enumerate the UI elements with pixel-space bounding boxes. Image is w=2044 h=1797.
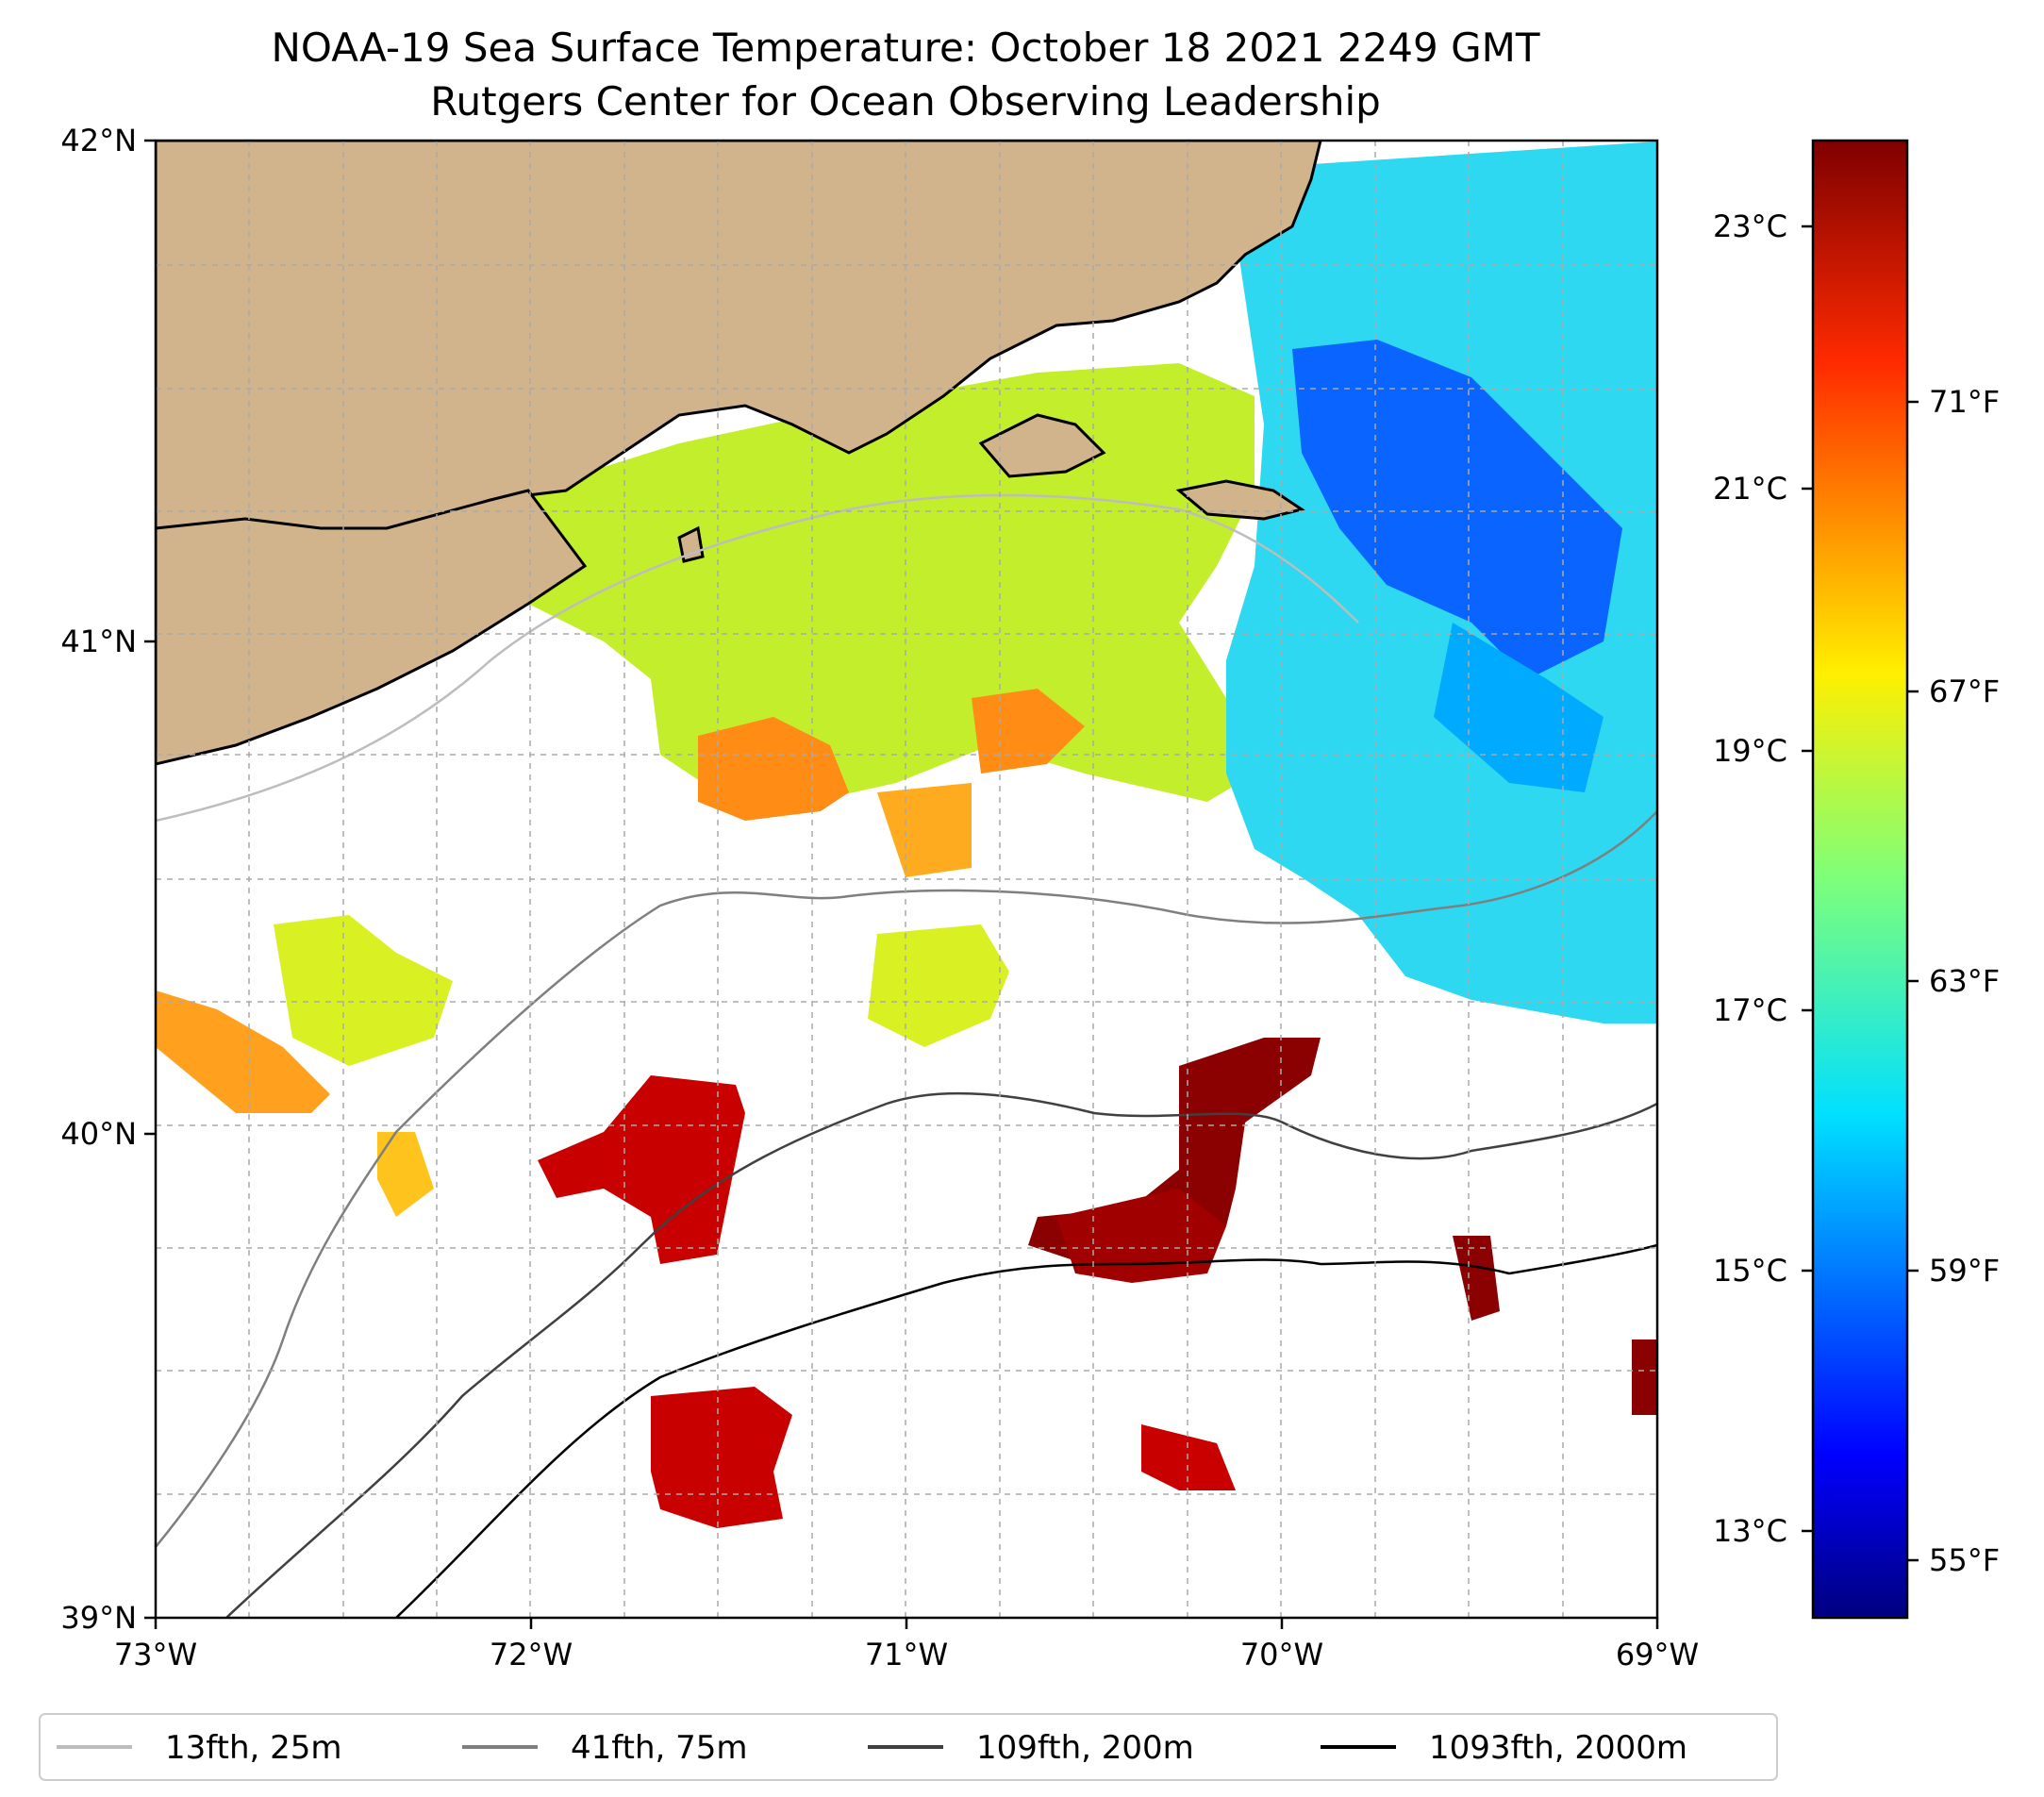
lon-label-73w: 73°W: [114, 1637, 197, 1672]
sst-region-shelf-green: [528, 363, 1255, 802]
lat-label-41n: 41°N: [60, 624, 137, 659]
legend: 13fth, 25m 41fth, 75m 109fth, 200m 1093f…: [39, 1713, 1778, 1781]
graticule: [156, 141, 1657, 1618]
land-layer: [156, 141, 1322, 766]
sst-region-east-mid-blue: [1434, 623, 1604, 792]
sst-region-orange-patch-c: [877, 783, 972, 877]
sst-region-warm-core-e: [1141, 1424, 1236, 1490]
cbar-label-59f: 59°F: [1929, 1253, 2000, 1289]
contour-25m: [156, 493, 1359, 823]
legend-label-25m: 13fth, 25m: [165, 1729, 342, 1767]
lon-label-70w: 70°W: [1240, 1637, 1323, 1672]
sst-region-yellow-patch-a: [274, 915, 453, 1066]
cbar-label-13c: 13°C: [1713, 1513, 1787, 1549]
sst-region-warm-core-b: [1056, 1189, 1226, 1283]
legend-label-75m: 41fth, 75m: [571, 1729, 748, 1767]
land-nantucket: [1175, 479, 1305, 521]
sst-region-yellow-patch-b: [868, 924, 1009, 1047]
sst-region-yellow-patch-c: [377, 1132, 434, 1217]
lon-label-69w: 69°W: [1616, 1637, 1699, 1672]
sst-region-orange-patch-a: [698, 717, 849, 821]
axis-ticks: [144, 139, 1659, 1629]
cbar-label-17c: 17°C: [1713, 992, 1787, 1028]
cbar-label-19c: 19°C: [1713, 733, 1787, 769]
chart-title-line2: Rutgers Center for Ocean Observing Leade…: [430, 78, 1381, 125]
colorbar: [1811, 139, 1909, 1620]
map-panel: [156, 141, 1657, 1618]
lat-label-39n: 39°N: [60, 1600, 137, 1636]
lon-label-72w: 72°W: [490, 1637, 573, 1672]
sst-region-warm-core-g: [1632, 1339, 1657, 1415]
sst-region-warm-core-a: [1028, 1038, 1321, 1264]
sst-region-warm-core-c: [538, 1075, 745, 1264]
chart-title-line1: NOAA-19 Sea Surface Temperature: October…: [271, 25, 1539, 71]
cbar-label-15c: 15°C: [1713, 1253, 1787, 1289]
contour-75m: [156, 810, 1657, 1548]
cbar-label-63f: 63°F: [1929, 963, 2000, 999]
cbar-label-67f: 67°F: [1929, 674, 2000, 709]
legend-label-200m: 109fth, 200m: [976, 1729, 1194, 1767]
cbar-label-55f: 55°F: [1929, 1542, 2000, 1578]
colorbar-celsius-ticks: [1802, 225, 1813, 1533]
contour-2000m: [395, 1243, 1657, 1618]
colorbar-fahrenheit-ticks: [1907, 400, 1919, 1562]
lon-label-71w: 71°W: [865, 1637, 948, 1672]
land-marthas-vineyard: [978, 413, 1106, 478]
cbar-label-23c: 23°C: [1713, 208, 1787, 244]
lat-label-40n: 40°N: [60, 1116, 137, 1152]
cbar-label-21c: 21°C: [1713, 471, 1787, 507]
legend-label-2000m: 1093fth, 2000m: [1429, 1729, 1687, 1767]
lat-label-42n: 42°N: [60, 123, 137, 158]
land-block-island: [677, 525, 705, 563]
sst-region-west-orange-south: [156, 990, 330, 1113]
cbar-label-71f: 71°F: [1929, 384, 2000, 420]
sst-region-warm-core-f: [1453, 1236, 1500, 1321]
sst-region-warm-core-d: [651, 1387, 792, 1528]
sst-data-layer: [156, 141, 1657, 1528]
bathymetry-layer: [156, 493, 1657, 1618]
contour-200m: [225, 1091, 1657, 1618]
